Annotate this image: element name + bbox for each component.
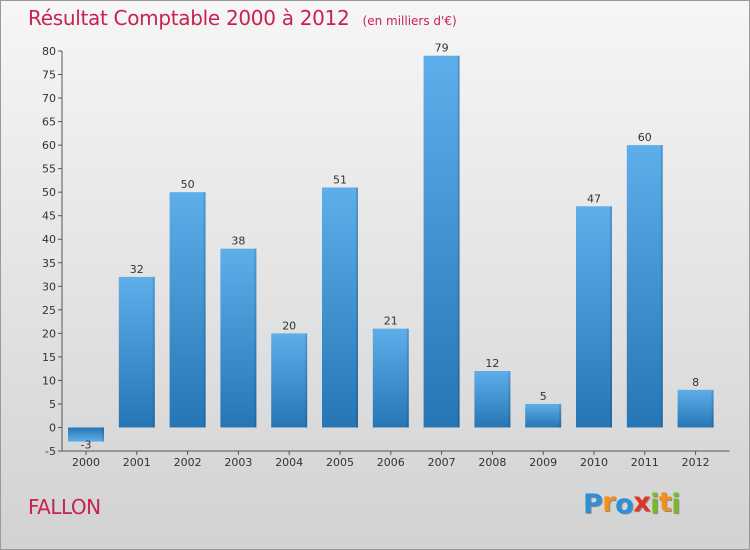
data-label: 12 — [485, 357, 499, 370]
x-tick-label: 2000 — [72, 456, 100, 469]
bar — [677, 389, 714, 428]
y-tick-label: 20 — [42, 327, 56, 340]
logo-letter: o — [615, 489, 634, 520]
y-tick-label: 30 — [42, 280, 56, 293]
data-label: 79 — [435, 42, 449, 55]
y-tick-label: 55 — [42, 163, 56, 176]
bar — [169, 192, 206, 428]
y-tick-label: 60 — [42, 139, 56, 152]
logo-letter: i — [650, 489, 659, 520]
bar — [576, 206, 612, 428]
bars — [68, 55, 714, 442]
commune-name: FALLON — [28, 495, 101, 519]
logo-letter: i — [671, 489, 681, 520]
bar — [423, 55, 460, 428]
y-tick-label: 45 — [42, 210, 56, 223]
bar — [322, 187, 358, 428]
data-label: 20 — [282, 319, 296, 332]
y-tick-label: 10 — [42, 374, 56, 387]
bar-edge — [660, 145, 663, 428]
data-label: 47 — [587, 192, 601, 205]
bar-edge — [711, 389, 714, 428]
y-tick-label: 15 — [42, 351, 56, 364]
y-tick-label: 50 — [42, 186, 56, 199]
x-tick-label: 2007 — [428, 456, 456, 469]
x-tick-label: 2004 — [275, 456, 303, 469]
x-tick-label: 2003 — [224, 456, 252, 469]
y-tick-label: 75 — [42, 69, 56, 82]
chart-title: Résultat Comptable 2000 à 2012 — [28, 6, 350, 30]
x-tick-label: 2011 — [631, 456, 659, 469]
proxiti-logo: Proxiti — [583, 487, 681, 520]
y-tick-label: 80 — [42, 45, 56, 58]
bar-edge — [610, 206, 612, 428]
bar-edge — [356, 187, 358, 428]
bar — [118, 276, 155, 428]
data-label: 60 — [638, 131, 652, 144]
bar — [626, 145, 663, 428]
y-tick-label: 70 — [42, 92, 56, 105]
y-tick-label: 65 — [42, 116, 56, 129]
bar-edge — [305, 333, 308, 428]
bar-edge — [203, 192, 206, 428]
x-tick-label: 2005 — [326, 456, 354, 469]
chart-subtitle: (en milliers d'€) — [362, 14, 457, 28]
x-tick-label: 2009 — [529, 456, 557, 469]
labels: 2000 -3 2001 32 2002 50 2003 38 2004 20 2005 51 2006… — [72, 42, 710, 469]
data-label: 8 — [692, 376, 699, 389]
bar — [372, 328, 409, 428]
logo-letter: P — [583, 489, 603, 520]
bar-edge — [406, 328, 409, 428]
x-tick-label: 2002 — [174, 456, 202, 469]
x-tick-label: 2010 — [580, 456, 608, 469]
data-label: 21 — [384, 315, 398, 328]
x-tick-label: 2008 — [478, 456, 506, 469]
y-tick-label: 5 — [49, 398, 56, 411]
bar-edge — [152, 276, 155, 428]
bar-edge — [457, 55, 460, 428]
y-tick-label: 40 — [42, 233, 56, 246]
bar — [220, 248, 257, 428]
logo-letter: r — [602, 487, 616, 518]
bar-edge — [254, 248, 257, 428]
data-label: 50 — [181, 178, 195, 191]
data-label: -3 — [81, 439, 92, 452]
bar-edge — [508, 371, 511, 428]
x-tick-label: 2001 — [123, 456, 151, 469]
data-label: 51 — [333, 173, 347, 186]
y-tick-label: 35 — [42, 257, 56, 270]
bar — [525, 403, 562, 428]
data-label: 32 — [130, 263, 144, 276]
bar — [271, 333, 308, 428]
bar — [474, 371, 511, 428]
data-label: 5 — [540, 390, 547, 403]
logo-letter: t — [658, 487, 672, 518]
y-tick-label: 25 — [42, 304, 56, 317]
data-label: 38 — [231, 235, 245, 248]
title-row: Résultat Comptable 2000 à 2012 (en milli… — [28, 6, 457, 30]
bar-edge — [559, 403, 562, 428]
y-tick-label: -5 — [45, 445, 56, 458]
bar-edge — [102, 427, 104, 442]
bar — [68, 427, 104, 442]
x-tick-label: 2012 — [682, 456, 710, 469]
logo-letter: x — [633, 487, 651, 518]
y-tick-label: 0 — [49, 421, 56, 434]
x-tick-label: 2006 — [377, 456, 405, 469]
axes: -5 0 5 10 15 20 25 30 35 40 45 50 55 60 65 70 75 80 — [42, 45, 730, 458]
